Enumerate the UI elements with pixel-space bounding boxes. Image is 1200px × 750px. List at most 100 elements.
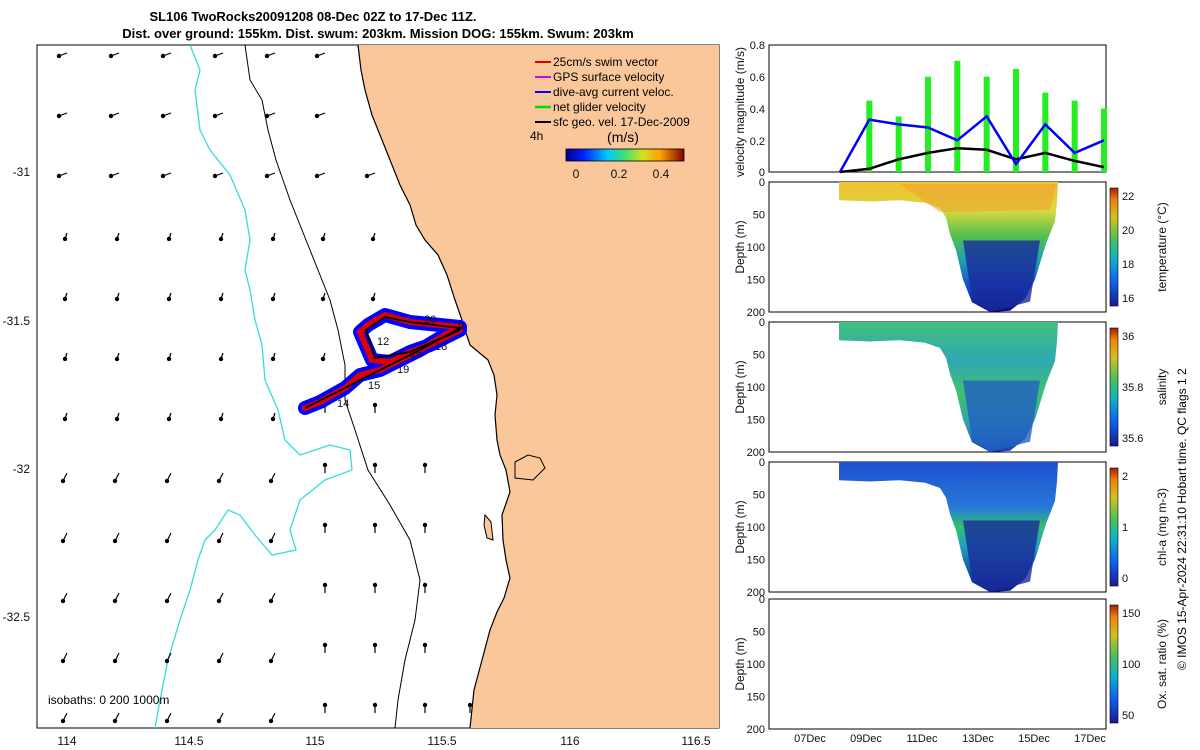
colorbar-tick: 150: [1122, 608, 1140, 620]
velocity-arrow-head: [112, 718, 118, 724]
velocity-arrow-head: [114, 356, 120, 362]
velocity-arrow-head: [164, 658, 170, 664]
svg-text:116: 116: [560, 734, 579, 748]
velocity-arrow-head: [372, 522, 378, 528]
velocity-arrow-head: [166, 356, 172, 362]
time-axis-ticks: 07Dec 09Dec 11Dec 13Dec 15Dec 17Dec: [794, 733, 1106, 745]
velocity-arrow-head: [268, 658, 274, 664]
glider-track: [298, 308, 467, 415]
velocity-arrow-head: [372, 582, 378, 588]
depth-tick: 150: [747, 692, 765, 704]
track-day-labels: 14 15 19 18 16 12 20 9: [337, 314, 464, 410]
svg-text:115: 115: [305, 734, 324, 748]
depth-ylabel: Depth (m): [733, 360, 747, 413]
depth-tick: 50: [753, 210, 765, 222]
svg-text:0.2: 0.2: [750, 136, 765, 148]
svg-text:15: 15: [368, 380, 380, 392]
map-panel: 14 15 19 18 16 12 20 9 25cm/s swim vecto…: [3, 44, 720, 748]
velocity-arrow-head: [108, 173, 114, 179]
svg-text:0: 0: [759, 167, 765, 179]
depth-tick: 200: [747, 307, 765, 319]
isobath-200m: [244, 45, 421, 728]
depth-tick: 150: [747, 415, 765, 427]
velocity-arrow-head: [164, 598, 170, 604]
depth-tick: 50: [753, 490, 765, 502]
title-line-2: Dist. over ground: 155km. Dist. swum: 20…: [122, 26, 634, 41]
map-x-ticks: 114 114.5 115 115.5 116 116.5: [57, 734, 710, 748]
colorbar-tick: 22: [1122, 191, 1134, 203]
velocity-arrow-head: [270, 416, 276, 422]
variable-label: Ox. sat. ratio (%): [1155, 619, 1169, 709]
svg-text:0.4: 0.4: [653, 167, 670, 181]
colorbar-tick: 16: [1122, 293, 1134, 305]
velocity-arrow-head: [62, 236, 68, 242]
depth-tick: 200: [747, 447, 765, 459]
velocity-arrow-head: [320, 236, 326, 242]
svg-text:12: 12: [377, 336, 389, 348]
depth-tick: 0: [759, 177, 765, 189]
variable-label: salinity: [1155, 369, 1169, 406]
velocity-arrow-head: [212, 173, 218, 179]
velocity-arrow-head: [216, 718, 222, 724]
title-line-1: SL106 TwoRocks20091208 08-Dec 02Z to 17-…: [149, 9, 476, 24]
depth-tick: 200: [747, 724, 765, 736]
velocity-arrow-head: [264, 53, 270, 59]
net-glider-velocity-bars: [866, 60, 1107, 172]
depth-tick: 150: [747, 555, 765, 567]
velocity-arrow-head: [268, 718, 274, 724]
velocity-arrow-head: [422, 462, 428, 468]
colorbar-tick: 35.6: [1122, 433, 1143, 445]
velocity-arrow-head: [60, 538, 66, 544]
velocity-arrow-head: [322, 582, 328, 588]
velocity-arrow-head: [216, 658, 222, 664]
svg-text:14: 14: [337, 398, 349, 410]
velocity-arrow-head: [164, 478, 170, 484]
svg-text:-31.5: -31.5: [3, 314, 31, 328]
velocity-arrow-head: [320, 296, 326, 302]
velocity-arrow-head: [212, 113, 218, 119]
svg-text:115.5: 115.5: [427, 734, 456, 748]
dive-avg-current-line: [838, 114, 1105, 173]
velocity-arrow-head: [422, 582, 428, 588]
svg-text:09Dec: 09Dec: [850, 733, 882, 745]
svg-text:116.5: 116.5: [681, 734, 710, 748]
svg-text:-31: -31: [13, 165, 31, 179]
velocity-arrow-head: [320, 356, 326, 362]
section-colorbar: [1109, 187, 1119, 307]
depth-tick: 0: [759, 317, 765, 329]
island: [483, 513, 494, 541]
velocity-arrow-head: [372, 642, 378, 648]
velocity-arrow-head: [60, 718, 66, 724]
velocity-arrow-head: [166, 416, 172, 422]
svg-text:114: 114: [57, 734, 76, 748]
land: [358, 45, 719, 728]
svg-text:17Dec: 17Dec: [1074, 733, 1106, 745]
velocity-arrow-head: [372, 402, 378, 408]
velocity-arrow-head: [467, 702, 473, 708]
svg-text:07Dec: 07Dec: [794, 733, 826, 745]
temperature-panel: 0 50 100 150 200 Depth (m) 22 20 18 16 temperature…: [733, 177, 1169, 319]
depth-tick: 200: [747, 587, 765, 599]
svg-text:11Dec: 11Dec: [907, 733, 938, 745]
svg-text:0.6: 0.6: [750, 72, 765, 84]
colorbar-tick: 18: [1122, 259, 1134, 271]
svg-text:-32.5: -32.5: [3, 610, 31, 624]
velocity-arrow-head: [56, 53, 62, 59]
velocity-arrow-head: [60, 598, 66, 604]
velocity-arrow-head: [218, 236, 224, 242]
warm-surface-layer: [900, 184, 1056, 212]
velocity-arrow-head: [268, 538, 274, 544]
section-colorbar: [1109, 604, 1119, 724]
depth-tick: 100: [747, 522, 765, 534]
sfc-geo-velocity-arrows: [56, 52, 473, 724]
variable-label: chl-a (mg m-3): [1155, 488, 1169, 566]
svg-text:114.5: 114.5: [174, 734, 203, 748]
svg-text:0.4: 0.4: [750, 104, 765, 116]
velocity-arrow-head: [56, 173, 62, 179]
velocity-arrow-head: [314, 113, 320, 119]
depth-ylabel: Depth (m): [733, 500, 747, 553]
variable-label: temperature (°C): [1155, 202, 1169, 292]
velocity-arrow-head: [270, 236, 276, 242]
colorbar-tick: 50: [1122, 710, 1134, 722]
svg-text:25cm/s swim vector: 25cm/s swim vector: [553, 55, 658, 69]
